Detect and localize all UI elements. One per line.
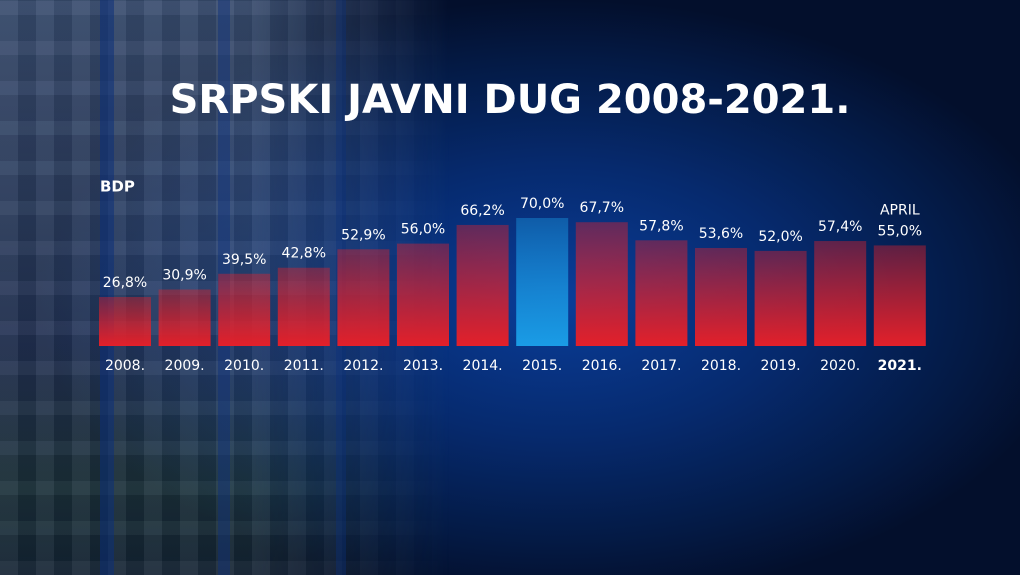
- bar: [575, 222, 628, 346]
- x-tick-label: 2019.: [761, 358, 801, 374]
- bar: [814, 241, 867, 346]
- value-label: 39,5%: [222, 252, 266, 268]
- bar: [754, 250, 807, 346]
- value-label: 52,0%: [758, 229, 802, 245]
- bar: [516, 218, 569, 346]
- value-label: 42,8%: [282, 246, 326, 262]
- value-label: 30,9%: [162, 267, 206, 283]
- x-tick-label: 2014.: [463, 358, 503, 374]
- value-label: 66,2%: [460, 203, 504, 219]
- x-tick-label: 2017.: [641, 358, 681, 374]
- x-tick-label: 2011.: [284, 358, 324, 374]
- chart-title: SRPSKI JAVNI DUG 2008-2021.: [170, 77, 851, 123]
- value-label: 53,6%: [699, 226, 743, 242]
- bar: [873, 245, 926, 346]
- bar: [397, 243, 449, 346]
- value-label: 26,8%: [103, 275, 147, 291]
- bar: [158, 289, 211, 346]
- bar: [99, 296, 151, 346]
- bar: [635, 240, 688, 346]
- value-label: 56,0%: [401, 222, 445, 238]
- x-tick-label: 2016.: [582, 358, 622, 374]
- x-tick-label: 2020.: [820, 358, 860, 374]
- x-tick-label: 2008.: [105, 358, 145, 374]
- axis-label: BDP: [100, 178, 135, 196]
- value-label: 67,7%: [580, 200, 624, 216]
- bar: [218, 273, 271, 346]
- x-tick-label: 2009.: [165, 358, 205, 374]
- value-label: 70,0%: [520, 196, 564, 212]
- bar: [337, 249, 390, 346]
- annotation: APRIL: [880, 202, 920, 218]
- bar: [695, 247, 747, 346]
- x-tick-label: 2013.: [403, 358, 443, 374]
- value-label: 57,4%: [818, 219, 862, 235]
- x-tick-label: 2012.: [343, 358, 383, 374]
- bar: [277, 267, 330, 346]
- x-tick-label: 2010.: [224, 358, 264, 374]
- value-label: 52,9%: [341, 227, 385, 243]
- decor-stripe: [100, 0, 114, 575]
- bar: [456, 224, 509, 346]
- x-tick-label: 2021.: [878, 358, 922, 374]
- value-label: 57,8%: [639, 218, 683, 234]
- x-tick-label: 2015.: [522, 358, 562, 374]
- x-tick-label: 2018.: [701, 358, 741, 374]
- value-label: 55,0%: [878, 223, 922, 239]
